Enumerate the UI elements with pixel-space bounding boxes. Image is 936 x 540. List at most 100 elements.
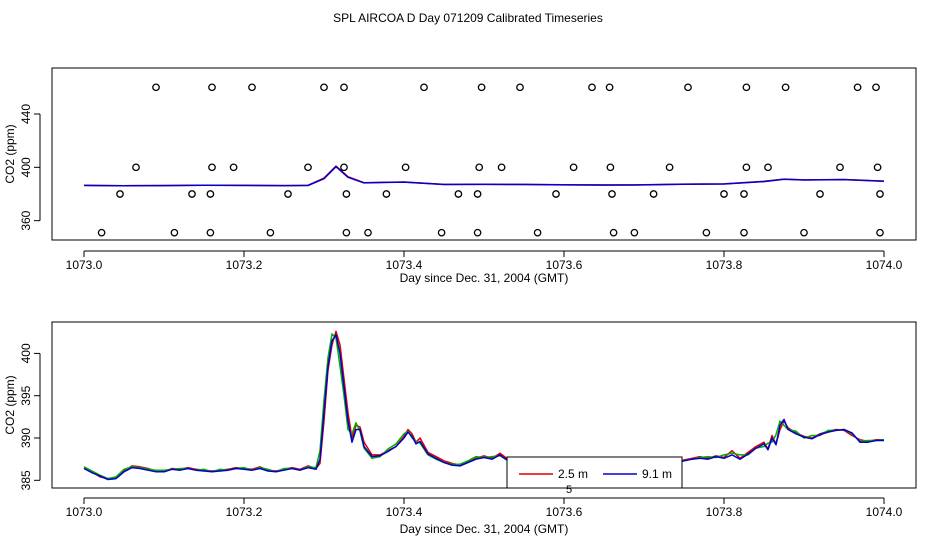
- calibration-point: [665, 163, 674, 172]
- x-tick-label: 1073.2: [226, 258, 263, 272]
- calibration-point: [816, 190, 824, 198]
- x-tick-label: 1073.6: [546, 258, 583, 272]
- calibration-point: [248, 83, 256, 92]
- calibration-point: [608, 190, 616, 198]
- calibration-point: [116, 190, 124, 198]
- legend-label-9-1m: 9.1 m: [642, 467, 672, 481]
- calibration-point: [284, 190, 292, 198]
- y-tick-label: 395: [19, 385, 33, 405]
- x-tick-label: 1073.6: [546, 505, 583, 519]
- y-tick-label: 390: [19, 428, 33, 448]
- x-tick-label: 1073.2: [226, 505, 263, 519]
- plot-frame: [51, 67, 917, 241]
- calibration-point: [340, 83, 348, 92]
- y-axis: 360 400 440: [19, 104, 41, 231]
- calibration-point: [876, 228, 884, 237]
- calibration-point: [320, 83, 328, 92]
- calibration-point: [132, 163, 140, 172]
- x-axis: 1073.0 1073.2 1073.4 1073.6 1073.8 1074.0: [66, 497, 903, 519]
- calibration-point: [836, 163, 844, 172]
- series-lines: [83, 330, 885, 481]
- x-axis: 1073.0 1073.2 1073.4 1073.6 1073.8 1074.0: [66, 250, 903, 272]
- x-tick-label: 1074.0: [866, 258, 903, 272]
- calibration-point: [304, 163, 312, 172]
- calibration-point: [206, 190, 215, 198]
- x-axis-label: Day since Dec. 31, 2004 (GMT): [400, 271, 569, 285]
- series-lines: [83, 165, 885, 187]
- calibration-point: [720, 190, 728, 198]
- calibration-point: [208, 83, 216, 92]
- x-tick-label: 1073.4: [386, 258, 423, 272]
- calibration-point: [340, 163, 348, 172]
- calibration-point: [473, 190, 482, 198]
- calibration-point: [420, 83, 428, 92]
- y-tick-label: 400: [19, 343, 33, 363]
- x-tick-label: 1073.8: [706, 505, 743, 519]
- x-tick-label: 1074.0: [866, 505, 903, 519]
- calibration-point: [516, 83, 524, 92]
- calibration-point: [437, 228, 446, 237]
- calibration-point: [229, 163, 238, 172]
- y-axis-label: CO2 (ppm): [3, 375, 17, 434]
- calibration-point: [401, 163, 410, 172]
- plot-frame: [51, 321, 917, 489]
- legend-cut-label: 5: [566, 484, 572, 496]
- calibration-point: [800, 228, 808, 237]
- calibration-point: [702, 228, 711, 237]
- calibration-point: [170, 228, 179, 237]
- calibration-point: [477, 83, 486, 92]
- calibration-point: [606, 163, 615, 172]
- calibration-point: [533, 228, 542, 237]
- x-tick-label: 1073.0: [66, 258, 103, 272]
- calibration-point: [740, 228, 748, 237]
- series-line-2-5-m: [83, 165, 885, 187]
- legend-label-2-5m: 2.5 m: [558, 467, 588, 481]
- legend: 2.5 m 9.1 m 5: [506, 456, 683, 496]
- series-line-2-5-m: [83, 330, 884, 480]
- y-tick-label: 400: [19, 157, 33, 177]
- calibration-point: [473, 228, 482, 237]
- calibration-point: [873, 163, 882, 172]
- x-tick-label: 1073.8: [706, 258, 743, 272]
- calibration-point: [188, 190, 196, 198]
- calibration-point: [475, 163, 484, 172]
- calibration-point: [781, 83, 790, 92]
- calibration-point: [342, 190, 351, 198]
- calibration-point: [742, 83, 751, 92]
- calibration-point: [364, 228, 372, 237]
- y-tick-label: 360: [19, 210, 33, 230]
- calibration-point: [152, 83, 160, 92]
- calibration-point: [552, 190, 560, 198]
- x-axis-label: Day since Dec. 31, 2004 (GMT): [400, 522, 569, 536]
- calibration-point: [740, 190, 748, 198]
- calibration-point: [872, 83, 880, 92]
- y-axis-label: CO2 (ppm): [3, 124, 17, 183]
- calibration-point: [588, 83, 596, 92]
- y-tick-label: 440: [19, 104, 33, 124]
- y-axis: 385 390 395 400: [19, 343, 41, 490]
- calibration-point: [605, 83, 614, 92]
- calibration-point: [684, 83, 692, 92]
- calibration-point: [853, 83, 862, 92]
- legend-box: [506, 456, 683, 489]
- calibration-point: [382, 190, 391, 198]
- calibration-point: [649, 190, 658, 198]
- calibration-point: [609, 228, 618, 237]
- calibration-point: [266, 228, 275, 237]
- calibration-point: [742, 163, 751, 172]
- scatter-points: [97, 83, 884, 237]
- calibration-point: [206, 228, 215, 237]
- calibration-point: [764, 163, 772, 172]
- series-line-9-1-m: [83, 165, 885, 187]
- y-tick-label: 385: [19, 470, 33, 490]
- calibration-point: [208, 163, 216, 172]
- x-tick-label: 1073.0: [66, 505, 103, 519]
- calibration-point: [876, 190, 884, 198]
- calibration-point: [454, 190, 463, 198]
- calibration-point: [97, 228, 106, 237]
- chart-title: SPL AIRCOA D Day 071209 Calibrated Times…: [333, 11, 603, 25]
- series-line-9-1-m: [83, 334, 884, 481]
- calibration-point: [569, 163, 578, 172]
- panel-bottom-lines: 1073.0 1073.2 1073.4 1073.6 1073.8 1074.0 385…: [3, 321, 917, 536]
- panel-top-scatter: 1073.0 1073.2 1073.4 1073.6 1073.8 1074.0 360…: [3, 67, 917, 285]
